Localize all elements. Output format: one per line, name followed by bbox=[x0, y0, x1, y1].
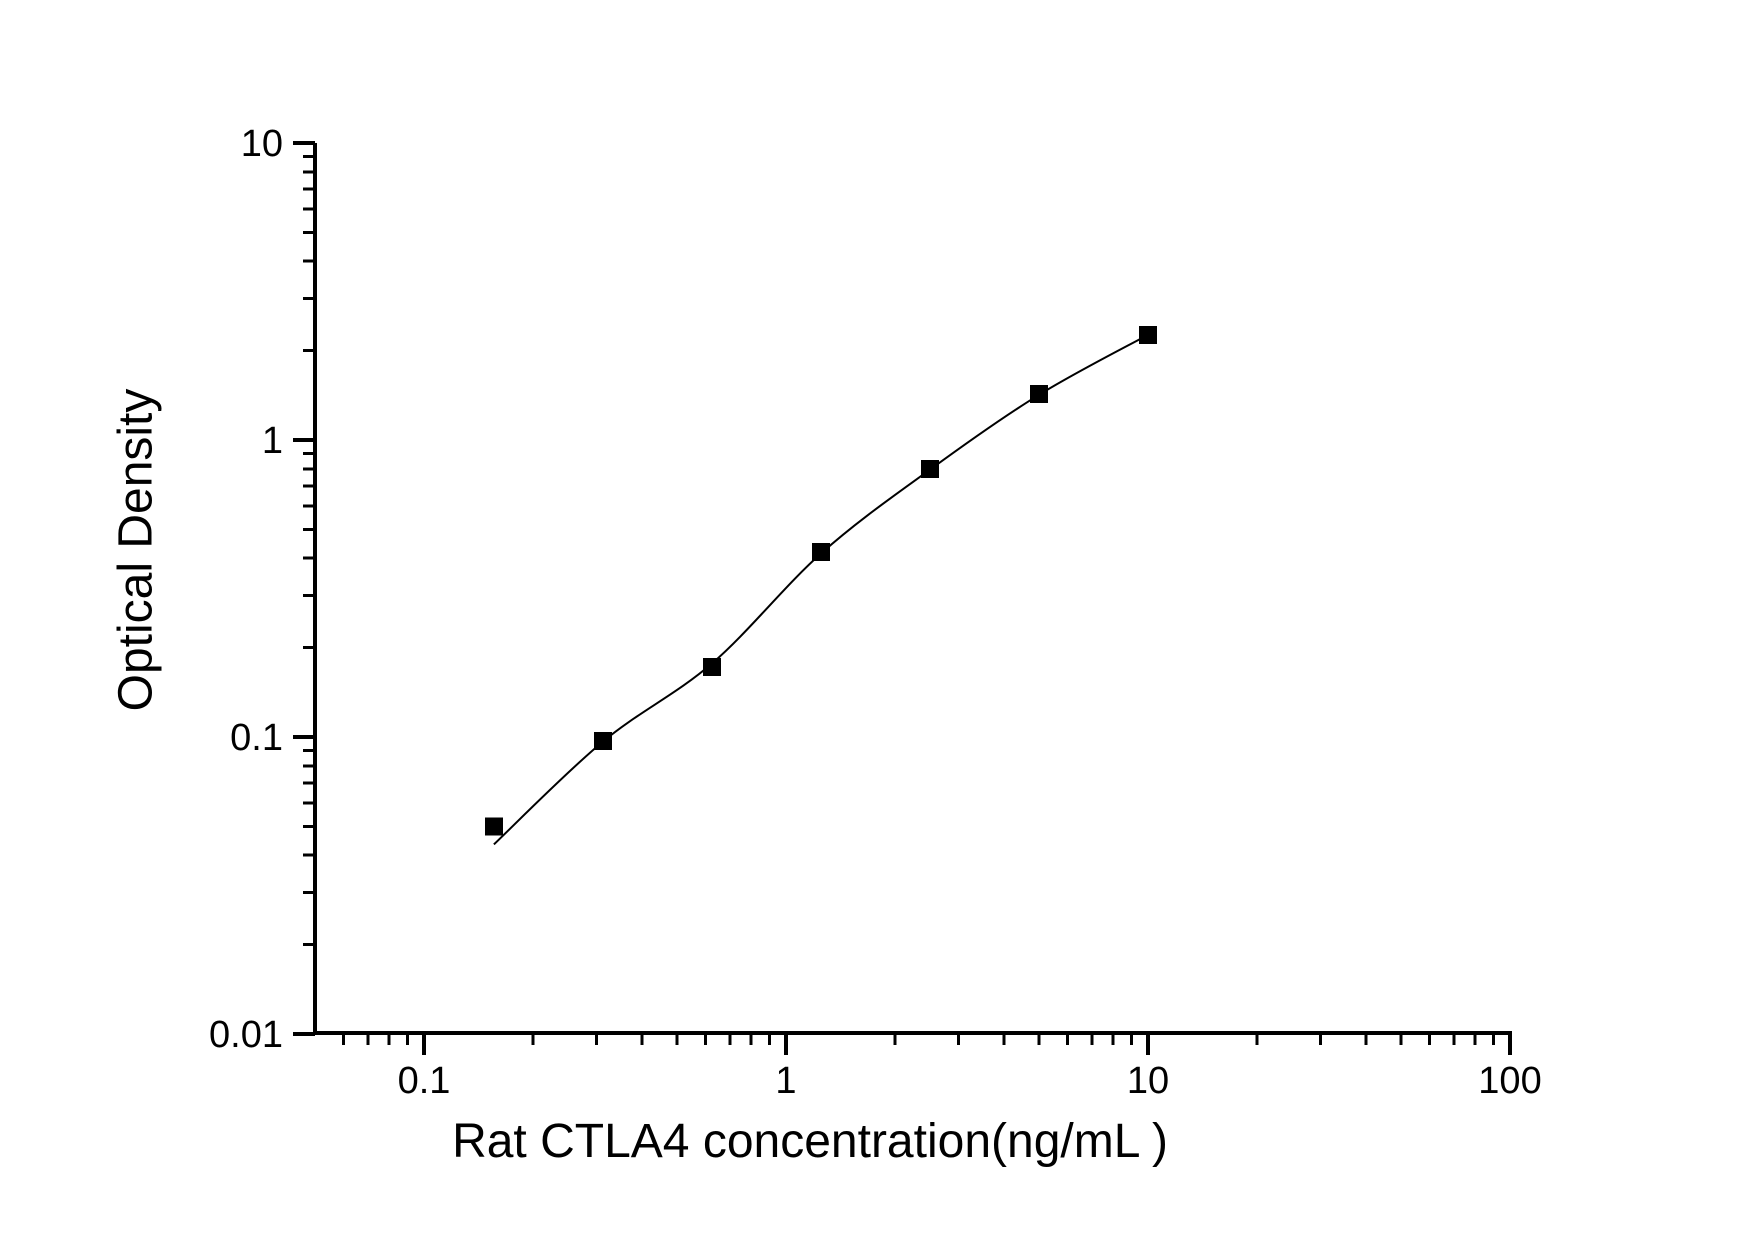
y-tick-label: 0.01 bbox=[209, 1014, 283, 1056]
data-point-marker bbox=[593, 731, 612, 750]
x-axis-title: Rat CTLA4 concentration(ng/mL ) bbox=[452, 1115, 1168, 1168]
x-tick-label: 0.1 bbox=[398, 1060, 451, 1102]
data-point-marker bbox=[812, 542, 831, 561]
data-point-marker bbox=[703, 658, 722, 676]
data-point-marker bbox=[921, 459, 940, 478]
y-axis-title: Optical Density bbox=[109, 388, 163, 712]
x-tick-label: 10 bbox=[1127, 1060, 1169, 1102]
fit-curve-line bbox=[493, 333, 1149, 846]
x-tick-label: 1 bbox=[775, 1060, 796, 1102]
y-tick-label: 10 bbox=[241, 123, 283, 165]
x-tick-label: 100 bbox=[1478, 1060, 1541, 1102]
axes-lines bbox=[313, 143, 1512, 1035]
data-point-marker bbox=[1030, 384, 1048, 403]
data-point-marker bbox=[484, 817, 503, 836]
y-tick-label: 0.1 bbox=[230, 717, 283, 759]
data-point-marker bbox=[1139, 325, 1157, 344]
y-tick-label: 1 bbox=[262, 420, 283, 462]
